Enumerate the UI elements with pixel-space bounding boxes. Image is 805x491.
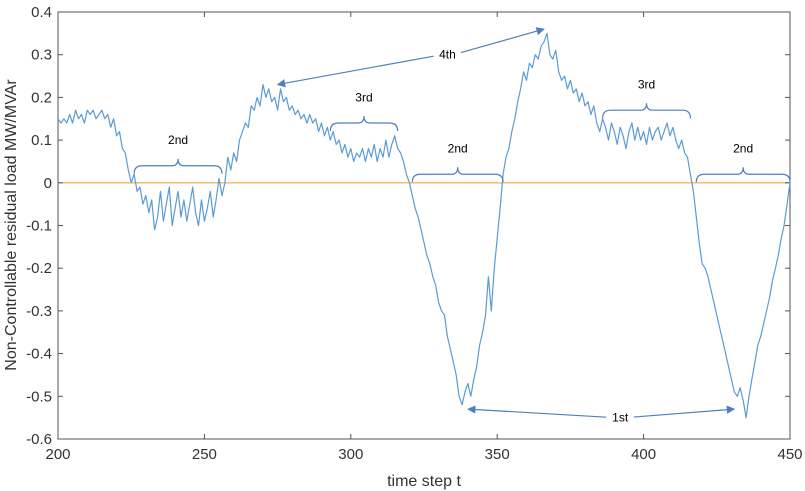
x-tick-label: 400	[631, 446, 656, 463]
x-tick-label: 250	[192, 446, 217, 463]
series-line-0	[57, 32, 791, 419]
brace-0	[133, 158, 223, 174]
brace-label-1: 3rd	[355, 90, 372, 104]
y-tick-label: 0.4	[31, 4, 52, 21]
y-tick-label: -0.6	[26, 431, 52, 448]
y-axis-label: Non-Controllable residual load MW/MVAr	[3, 79, 20, 371]
brace-label-4: 2nd	[733, 142, 753, 156]
y-tick-label: -0.3	[26, 303, 52, 320]
arrow-label-1: 1st	[612, 411, 629, 425]
annotation-arrow-1-1	[634, 405, 736, 418]
x-tick-label: 200	[45, 446, 70, 463]
brace-label-3: 3rd	[638, 78, 655, 92]
brace-1	[329, 115, 399, 132]
annotation-arrow-0-1	[460, 27, 545, 54]
annotation-arrow-1-0	[467, 405, 607, 418]
brace-3	[602, 103, 692, 119]
brace-label-0: 2nd	[168, 133, 188, 147]
y-tick-label: -0.2	[26, 260, 52, 277]
y-tick-label: -0.5	[26, 388, 52, 405]
x-tick-label: 450	[777, 446, 802, 463]
arrow-label-0: 4th	[439, 48, 456, 62]
brace-label-2: 2nd	[448, 142, 468, 156]
brace-2	[411, 167, 504, 183]
annotation-arrow-0-0	[276, 55, 434, 88]
x-tick-label: 350	[485, 446, 510, 463]
x-tick-label: 300	[338, 446, 363, 463]
y-tick-label: 0	[44, 175, 52, 192]
brace-4	[695, 167, 791, 183]
plot-area	[57, 11, 791, 440]
y-tick-label: 0.1	[31, 132, 52, 149]
x-axis-label: time step t	[387, 473, 461, 490]
y-tick-label: -0.1	[26, 218, 52, 235]
y-tick-label: 0.3	[31, 47, 52, 64]
y-tick-label: 0.2	[31, 89, 52, 106]
y-tick-label: -0.4	[26, 346, 52, 363]
